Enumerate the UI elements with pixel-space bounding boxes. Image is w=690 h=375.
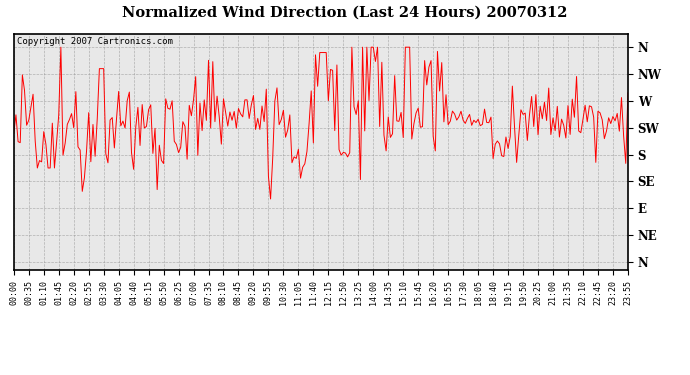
- Text: Copyright 2007 Cartronics.com: Copyright 2007 Cartronics.com: [17, 37, 172, 46]
- Text: Normalized Wind Direction (Last 24 Hours) 20070312: Normalized Wind Direction (Last 24 Hours…: [122, 6, 568, 20]
